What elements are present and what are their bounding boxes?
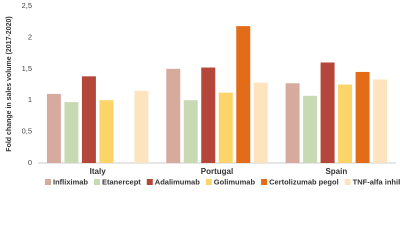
bar xyxy=(236,26,251,163)
legend-swatch xyxy=(261,179,268,185)
y-tick-label: 2,5 xyxy=(22,1,32,10)
legend-swatch xyxy=(146,179,153,185)
y-axis-label: Fold change in sales volume (2017-2020) xyxy=(6,16,13,151)
legend-label: Adalimumab xyxy=(155,177,200,186)
x-tick-label: Portugal xyxy=(201,167,233,176)
y-tick-label: 1 xyxy=(28,95,32,104)
y-tick-label: 0 xyxy=(28,158,32,167)
x-tick-label: Spain xyxy=(325,167,347,176)
y-tick-label: 2 xyxy=(28,32,32,41)
bar xyxy=(338,84,353,163)
bar xyxy=(285,83,300,163)
legend-label: Infliximab xyxy=(53,177,88,186)
legend-swatch xyxy=(45,179,51,185)
y-tick-label: 0,5 xyxy=(22,127,32,136)
legend-label: Etanercept xyxy=(102,177,141,186)
legend-swatch xyxy=(94,179,101,185)
bar xyxy=(81,76,96,163)
bar xyxy=(99,100,114,163)
legend-swatch xyxy=(205,179,212,185)
x-tick-label: Italy xyxy=(90,167,107,176)
legend-label: TNF-alfa inhibitors xyxy=(353,177,400,186)
bar xyxy=(183,100,198,163)
bar xyxy=(166,68,181,163)
bar xyxy=(134,90,149,163)
y-tick-label: 1,5 xyxy=(22,64,32,73)
legend-label: Certolizumab pegol xyxy=(269,177,339,186)
chart: Fold change in sales volume (2017-2020) … xyxy=(6,1,400,187)
bar xyxy=(253,82,268,163)
page: Fold change in sales volume (2017-2020) … xyxy=(5,0,400,187)
bar xyxy=(373,79,388,163)
bar xyxy=(64,102,79,163)
bar xyxy=(218,92,233,163)
legend-label: Golimumab xyxy=(214,177,256,186)
bar xyxy=(355,71,370,163)
bar xyxy=(320,62,335,163)
bar xyxy=(201,67,216,163)
legend-swatch xyxy=(344,179,351,185)
bar xyxy=(303,95,318,163)
bar xyxy=(46,93,61,163)
